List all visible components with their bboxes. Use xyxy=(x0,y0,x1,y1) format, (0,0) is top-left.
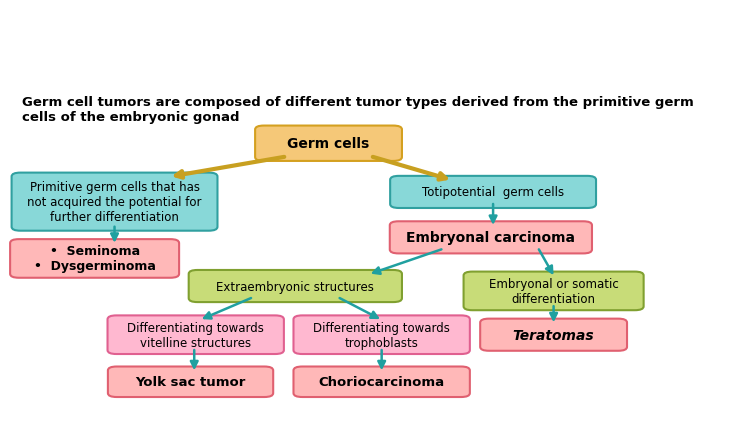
FancyBboxPatch shape xyxy=(480,319,627,351)
FancyBboxPatch shape xyxy=(464,272,644,311)
FancyBboxPatch shape xyxy=(108,367,273,397)
Text: Primitive germ cells that has
not acquired the potential for
further differentia: Primitive germ cells that has not acquir… xyxy=(27,181,202,224)
FancyBboxPatch shape xyxy=(11,173,218,231)
FancyBboxPatch shape xyxy=(390,222,592,254)
FancyBboxPatch shape xyxy=(294,367,470,397)
Text: Yolk sac tumor: Yolk sac tumor xyxy=(136,375,245,389)
Text: Germ cell tumors are composed of different tumor types derived from the primitiv: Germ cell tumors are composed of differe… xyxy=(23,95,694,123)
FancyBboxPatch shape xyxy=(294,316,470,354)
Text: Extraembryonic structures: Extraembryonic structures xyxy=(216,280,374,293)
Text: Embryonal carcinoma: Embryonal carcinoma xyxy=(407,231,575,245)
FancyBboxPatch shape xyxy=(189,271,402,302)
Text: Totipotential  germ cells: Totipotential germ cells xyxy=(422,186,564,199)
Text: Teratomas: Teratomas xyxy=(513,328,594,342)
FancyBboxPatch shape xyxy=(10,239,179,278)
Text: Differentiating towards
vitelline structures: Differentiating towards vitelline struct… xyxy=(127,321,264,349)
Text: Germ cells: Germ cells xyxy=(288,137,370,151)
FancyBboxPatch shape xyxy=(255,126,402,161)
Text: •  Seminoma
•  Dysgerminoma: • Seminoma • Dysgerminoma xyxy=(34,245,156,273)
FancyBboxPatch shape xyxy=(108,316,284,354)
Text: Embryonal or somatic
differentiation: Embryonal or somatic differentiation xyxy=(489,277,618,305)
Text: Choriocarcinoma: Choriocarcinoma xyxy=(319,375,445,389)
FancyBboxPatch shape xyxy=(390,176,596,208)
Text: Differentiating towards
trophoblasts: Differentiating towards trophoblasts xyxy=(313,321,450,349)
